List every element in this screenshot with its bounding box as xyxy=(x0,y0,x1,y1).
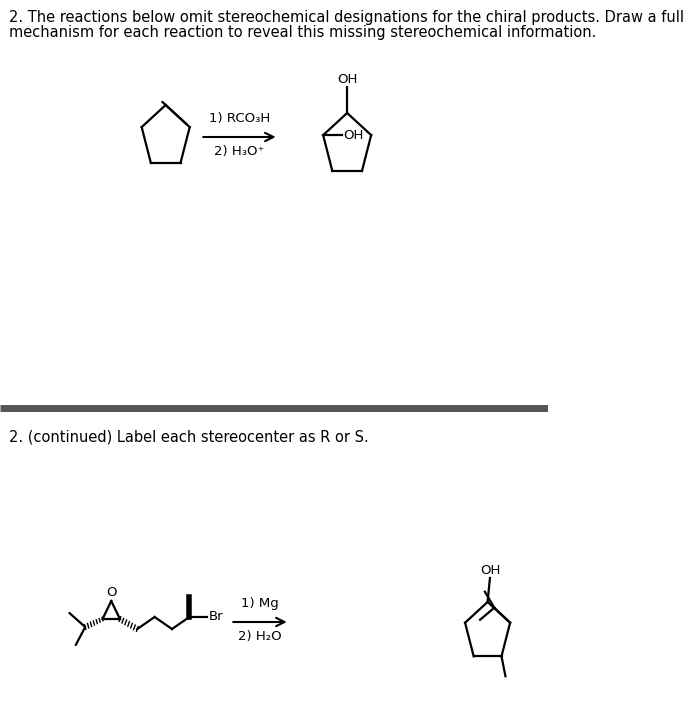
Text: 2) H₂O: 2) H₂O xyxy=(238,630,282,643)
Text: Br: Br xyxy=(208,611,223,624)
Text: OH: OH xyxy=(480,564,500,577)
Text: O: O xyxy=(106,586,117,599)
Text: 1) RCO₃H: 1) RCO₃H xyxy=(209,112,270,125)
Text: 2) H₃O⁺: 2) H₃O⁺ xyxy=(214,145,264,158)
Text: 2. The reactions below omit stereochemical designations for the chiral products.: 2. The reactions below omit stereochemic… xyxy=(10,10,684,25)
Text: mechanism for each reaction to reveal this missing stereochemical information.: mechanism for each reaction to reveal th… xyxy=(10,25,597,40)
Text: OH: OH xyxy=(343,129,363,142)
Text: OH: OH xyxy=(337,73,357,86)
Text: 2. (continued) Label each stereocenter as R or S.: 2. (continued) Label each stereocenter a… xyxy=(10,430,369,445)
Text: 1) Mg: 1) Mg xyxy=(241,597,279,610)
